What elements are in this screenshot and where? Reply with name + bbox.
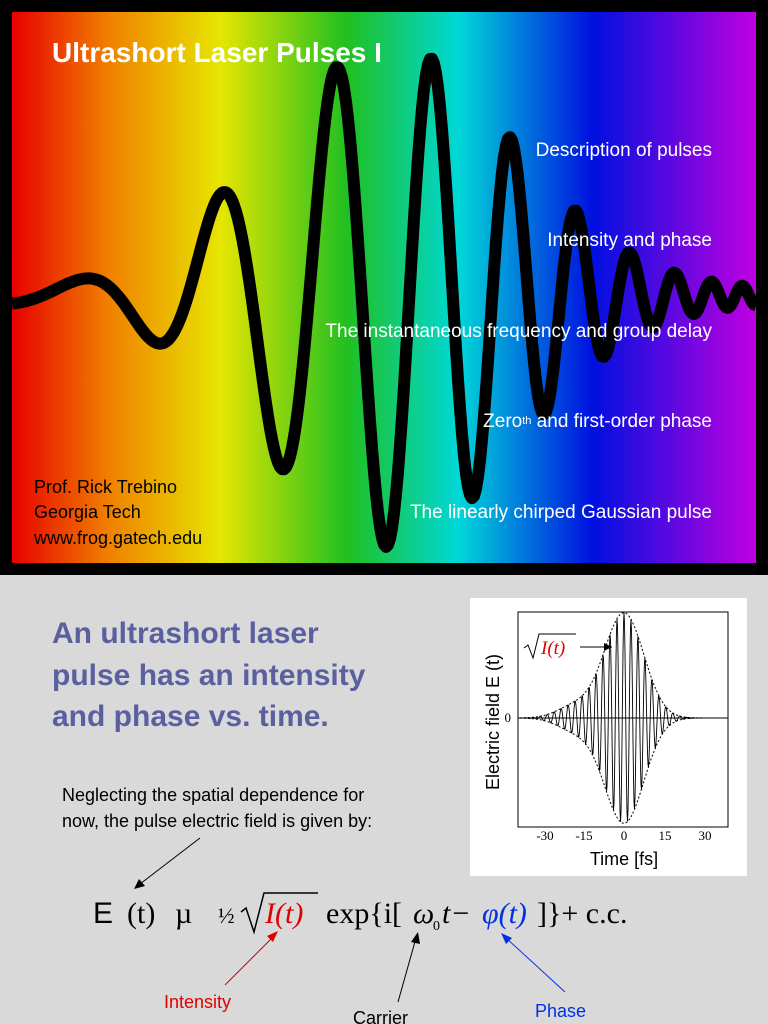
plot-frame (517, 611, 729, 828)
arrow (504, 936, 566, 993)
arrowhead (134, 879, 145, 889)
topic-part: and first-order phase (531, 411, 712, 432)
topics: Description of pulses Intensity and phas… (325, 140, 712, 523)
eq-end: ]}+ c.c. (537, 897, 627, 930)
eq-e: E (93, 897, 113, 930)
x-tick: 30 (699, 828, 712, 843)
topic: Zeroth and first-order phase (483, 411, 712, 432)
x-tick: -30 (536, 828, 553, 843)
eq-sqrt (240, 892, 318, 935)
y-label: Electric field E (t) (483, 654, 503, 790)
eq-prop: µ (175, 897, 192, 930)
arrow (139, 837, 201, 885)
heading-line: and phase vs. time. (52, 700, 329, 733)
label-carrier: Carrier (353, 1008, 408, 1024)
heading-line: An ultrashort laser (52, 617, 319, 650)
x-label: Time [fs] (590, 849, 658, 869)
x-tick: 15 (659, 828, 672, 843)
topic: The instantaneous frequency and group de… (325, 321, 712, 342)
x-tick: 0 (621, 828, 628, 843)
pulse-wave (8, 52, 760, 553)
x-tick: -15 (575, 828, 592, 843)
arrow (397, 937, 417, 1003)
eq-sub: 0 (433, 919, 440, 934)
topic: Intensity and phase (547, 230, 712, 251)
eq-omega: ω (413, 897, 434, 930)
heading: An ultrashort laser pulse has an intensi… (52, 617, 366, 733)
author-line: www.frog.gatech.edu (33, 528, 202, 548)
author-line: Georgia Tech (34, 502, 141, 522)
body-text: now, the pulse electric field is given b… (62, 811, 372, 831)
body-text: Neglecting the spatial dependence for (62, 785, 364, 805)
annotation: I(t) (540, 638, 565, 659)
topic-part: Zero (483, 411, 522, 432)
label-intensity: Intensity (164, 992, 231, 1012)
sqrt-sign (523, 633, 576, 660)
eq-phase: φ(t) (482, 897, 527, 930)
topic: The linearly chirped Gaussian pulse (410, 502, 712, 523)
author: Prof. Rick Trebino Georgia Tech www.frog… (33, 477, 202, 548)
topic-sup: th (522, 415, 531, 427)
field-wave (519, 612, 727, 822)
equation: E (t) µ ½ I(t) exp{i[ ω 0 t− φ(t) ]}+ c.… (93, 892, 627, 935)
eq-carrier: t− (442, 897, 471, 930)
title: Ultrashort Laser Pulses I (52, 37, 382, 68)
author-line: Prof. Rick Trebino (34, 477, 177, 497)
rainbow (12, 12, 756, 563)
arrow (224, 934, 276, 986)
eq-t: (t) (127, 897, 155, 930)
heading-line: pulse has an intensity (52, 659, 366, 692)
eq-exp: exp{i[ (326, 897, 402, 930)
eq-intensity: I(t) (264, 897, 303, 930)
eq-half: ½ (218, 903, 235, 928)
arrowhead (604, 643, 612, 651)
arrowhead (501, 933, 512, 944)
arrowhead (411, 932, 420, 944)
figure (470, 598, 747, 876)
arrowhead (267, 931, 278, 942)
y-tick: 0 (505, 710, 512, 725)
x-ticks: -30 -15 0 15 30 (536, 828, 711, 843)
topic: Description of pulses (536, 140, 712, 161)
label-phase: Phase (535, 1001, 586, 1021)
